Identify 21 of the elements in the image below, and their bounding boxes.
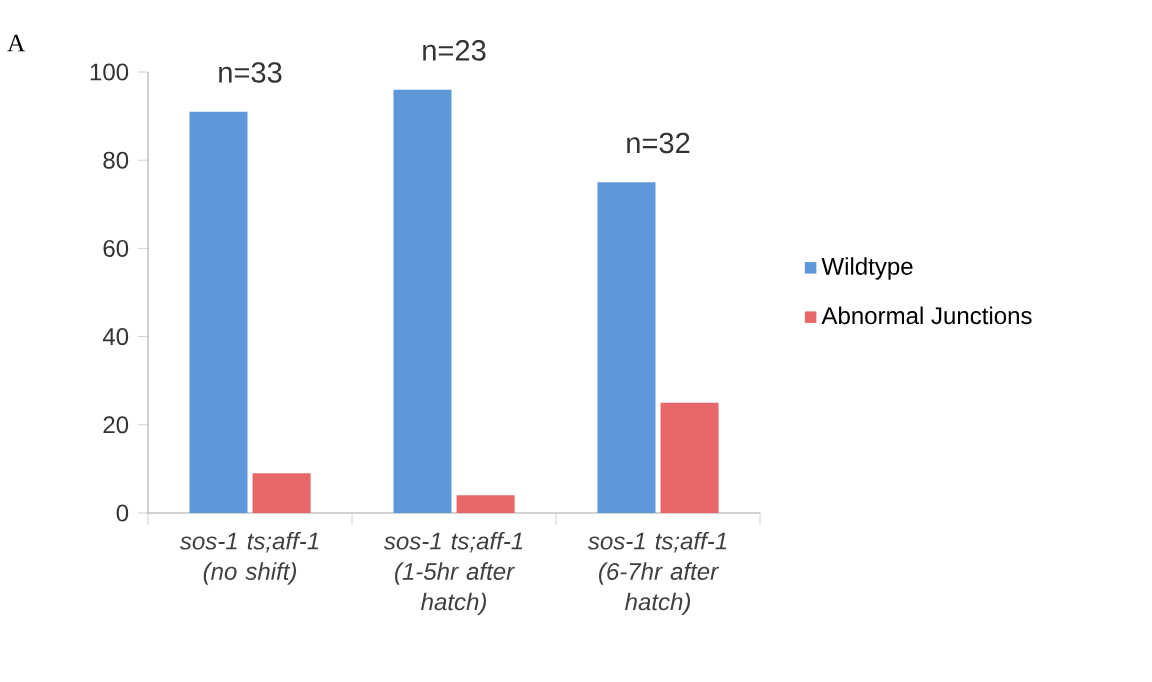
y-tick-label: 80 [103,151,129,169]
bar [393,89,452,513]
y-tick-label: 100 [90,63,129,81]
annotation: n=32 [627,132,690,154]
x-tick-label: sos-1 ts;aff-1 (6-7hr after hatch) [587,531,727,616]
text: A [7,34,26,52]
x-tick-label: sos-1 ts;aff-1 (no shift) [179,531,319,585]
bar [597,182,656,513]
y-tick-label: 60 [103,239,129,257]
bar [456,495,515,513]
legend-label: Wildtype [821,257,913,280]
y-tick-label: 0 [116,504,129,522]
annotation: n=33 [219,62,282,83]
y-tick-label: 20 [103,416,129,434]
legend-label: Abnormal Junctions [821,306,1032,325]
bar [252,473,311,513]
text: n=23 [423,40,486,61]
y-tick-label: 40 [102,328,129,346]
x-tick-label: sos-1 ts;aff-1 (1-5hr after hatch) [383,531,523,616]
bar [189,111,248,513]
bar [660,402,719,513]
